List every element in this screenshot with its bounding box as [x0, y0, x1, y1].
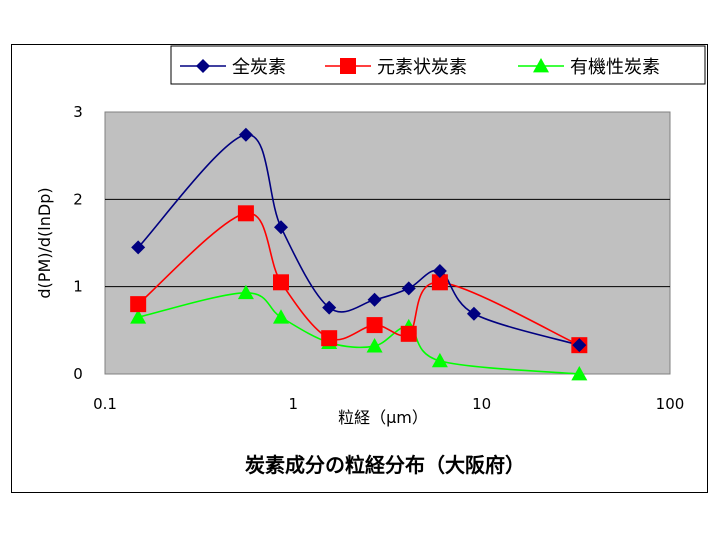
- data-point: [400, 325, 417, 342]
- x-ticks: 0.1 1 10 100: [93, 395, 684, 413]
- legend: 全炭素 元素状炭素 有機性炭素: [170, 45, 706, 85]
- data-point: [272, 274, 289, 291]
- data-point: [367, 292, 382, 307]
- legend-box: [170, 45, 706, 85]
- data-point: [366, 317, 383, 334]
- data-point: [238, 127, 253, 142]
- plot-area: [104, 111, 671, 375]
- x-axis-label: 粒経（μm）: [338, 408, 428, 427]
- data-point: [401, 281, 416, 296]
- y-axis-label: d(PM)/d(lnDp): [35, 187, 54, 298]
- data-point: [273, 220, 288, 235]
- data-point: [571, 366, 588, 381]
- x-tick-label: 0.1: [93, 395, 117, 413]
- y-tick-label: 1: [73, 278, 83, 296]
- y-tick-label: 3: [73, 103, 83, 121]
- y-ticks: 0 1 2 3: [73, 103, 83, 383]
- data-point: [572, 338, 587, 353]
- data-point: [431, 352, 448, 368]
- legend-marker: [340, 58, 356, 74]
- y-tick-label: 2: [73, 190, 83, 208]
- data-point: [366, 338, 383, 353]
- data-point: [432, 263, 447, 278]
- legend-items: 全炭素 元素状炭素 有機性炭素: [180, 57, 660, 78]
- x-tick-label: 10: [472, 395, 491, 413]
- markers: [130, 127, 588, 381]
- data-point: [272, 309, 289, 324]
- x-tick-label: 100: [656, 395, 685, 413]
- legend-label: 有機性炭素: [570, 57, 660, 78]
- data-point: [130, 296, 147, 313]
- data-point: [431, 274, 448, 291]
- legend-marker: [196, 59, 210, 73]
- legend-label: 元素状炭素: [377, 57, 467, 78]
- data-point: [321, 330, 338, 347]
- data-point: [237, 205, 254, 222]
- data-point: [466, 306, 481, 321]
- data-point: [322, 300, 337, 315]
- chart-title: 炭素成分の粒経分布（大阪府）: [245, 453, 525, 477]
- legend-marker: [533, 58, 549, 73]
- x-tick-label: 1: [289, 395, 299, 413]
- data-point: [130, 309, 147, 324]
- legend-label: 全炭素: [232, 57, 286, 78]
- data-point: [131, 240, 146, 255]
- data-point: [237, 284, 254, 300]
- gridlines: [105, 198, 670, 288]
- y-tick-label: 0: [73, 365, 83, 383]
